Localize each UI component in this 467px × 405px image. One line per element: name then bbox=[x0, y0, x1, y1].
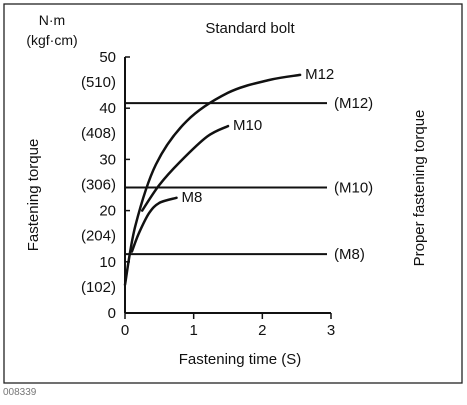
y-tick-label: 50 bbox=[99, 49, 116, 66]
reference-line-label: (M10) bbox=[334, 180, 373, 197]
x-ticks: 0 1 2 3 bbox=[121, 313, 335, 339]
figure-frame bbox=[3, 3, 463, 384]
y-tick-label: 10 bbox=[99, 254, 116, 271]
reference-line-label: (M8) bbox=[334, 246, 365, 263]
y-axis-label: Fastening torque bbox=[25, 139, 42, 252]
chart-title: Standard bolt bbox=[205, 20, 295, 37]
y-tick-label: 40 bbox=[99, 100, 116, 117]
y-tick-label: 20 bbox=[99, 203, 116, 220]
axes bbox=[124, 57, 331, 314]
y-tick-sublabel: (204) bbox=[81, 228, 116, 245]
y-unit-top: N·m bbox=[39, 12, 65, 28]
y-tick-sublabel: (408) bbox=[81, 125, 116, 142]
reference-line-label: (M12) bbox=[334, 95, 373, 112]
curve-label-m8: M8 bbox=[182, 189, 203, 206]
y-tick-sublabel: (102) bbox=[81, 279, 116, 296]
y-axis-label-right: Proper fastening torque bbox=[411, 110, 428, 267]
y-tick-label: 0 bbox=[108, 305, 116, 322]
y-tick-sublabel: (510) bbox=[81, 74, 116, 91]
x-tick-label: 2 bbox=[258, 322, 266, 339]
curve-label-m12: M12 bbox=[305, 66, 334, 83]
curve-m8 bbox=[130, 196, 178, 253]
y-tick-sublabel: (306) bbox=[81, 176, 116, 193]
curve-label-m10: M10 bbox=[233, 117, 262, 134]
x-axis-label: Fastening time (S) bbox=[179, 351, 302, 368]
x-tick-label: 0 bbox=[121, 322, 129, 339]
figure-id: 008339 bbox=[3, 387, 37, 398]
curve-m12 bbox=[123, 73, 302, 287]
y-ticks: 0 10 (102) 20 (204) 30 (306) 40 (408) 50 (510) bbox=[81, 49, 130, 322]
curve-m10 bbox=[140, 124, 230, 212]
torque-curves: M8 M10 M12 bbox=[123, 66, 334, 287]
y-unit-bottom: (kgf·cm) bbox=[26, 32, 77, 48]
y-tick-label: 30 bbox=[99, 151, 116, 168]
x-tick-label: 1 bbox=[189, 322, 197, 339]
x-tick-label: 3 bbox=[327, 322, 335, 339]
